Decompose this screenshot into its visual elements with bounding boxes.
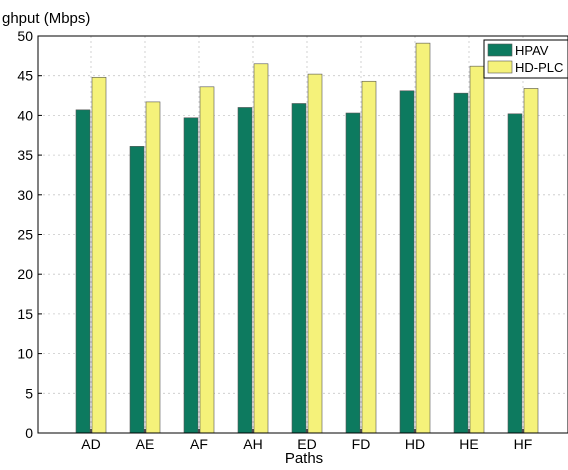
bar-hd-plc-hd: [415, 42, 431, 434]
y-axis-label: ghput (Mbps): [2, 10, 90, 27]
y-tick-label: 40: [17, 107, 33, 123]
x-tick-label: HD: [405, 436, 425, 452]
legend-swatch: [487, 43, 513, 57]
y-tick-label: 20: [17, 266, 33, 282]
x-tick-label: AH: [243, 436, 262, 452]
bar-hd-plc-ad: [91, 76, 107, 434]
x-axis-label: Paths: [285, 450, 323, 465]
bar-hd-plc-hf: [523, 88, 539, 434]
bar-hpav-ed: [291, 103, 307, 434]
bar-hpav-ah: [237, 107, 253, 434]
bars: [75, 42, 539, 434]
bar-hpav-hf: [507, 113, 523, 434]
bar-hd-plc-ed: [307, 73, 323, 434]
x-tick-label: ED: [297, 436, 316, 452]
bar-hpav-ae: [129, 146, 145, 434]
y-tick-label: 15: [17, 306, 33, 322]
x-tick-label: AE: [136, 436, 155, 452]
y-tick-label: 35: [17, 147, 33, 163]
axes: 0 5 10 15 20 25 30 35 40 45 50 AD AE AF AH ED FD HD HE HF: [17, 28, 568, 452]
bar-hpav-hd: [399, 90, 415, 434]
bar-hd-plc-he: [469, 65, 485, 434]
y-tick-label: 10: [17, 346, 33, 362]
x-tick-label: HF: [514, 436, 533, 452]
y-tick-label: 30: [17, 187, 33, 203]
legend-swatch: [487, 60, 513, 74]
bar-hd-plc-ae: [145, 101, 161, 434]
bar-hpav-fd: [345, 112, 361, 434]
y-tick-label: 45: [17, 68, 33, 84]
legend: HPAV HD-PLC: [483, 39, 568, 79]
legend-label: HPAV: [515, 43, 549, 58]
bar-hd-plc-ah: [253, 63, 269, 434]
x-tick-label: AF: [190, 436, 208, 452]
bar-hpav-af: [183, 117, 199, 434]
x-tick-label: HE: [459, 436, 478, 452]
x-tick-label: AD: [81, 436, 100, 452]
y-tick-label: 25: [17, 227, 33, 243]
bar-hpav-he: [453, 92, 469, 434]
y-tick-label: 0: [25, 425, 33, 441]
bar-hd-plc-fd: [361, 80, 377, 434]
y-tick-label: 5: [25, 385, 33, 401]
bar-hd-plc-af: [199, 86, 215, 434]
x-tick-label: FD: [352, 436, 371, 452]
bar-hpav-ad: [75, 109, 91, 434]
legend-label: HD-PLC: [515, 60, 563, 75]
y-tick-label: 50: [17, 28, 33, 44]
